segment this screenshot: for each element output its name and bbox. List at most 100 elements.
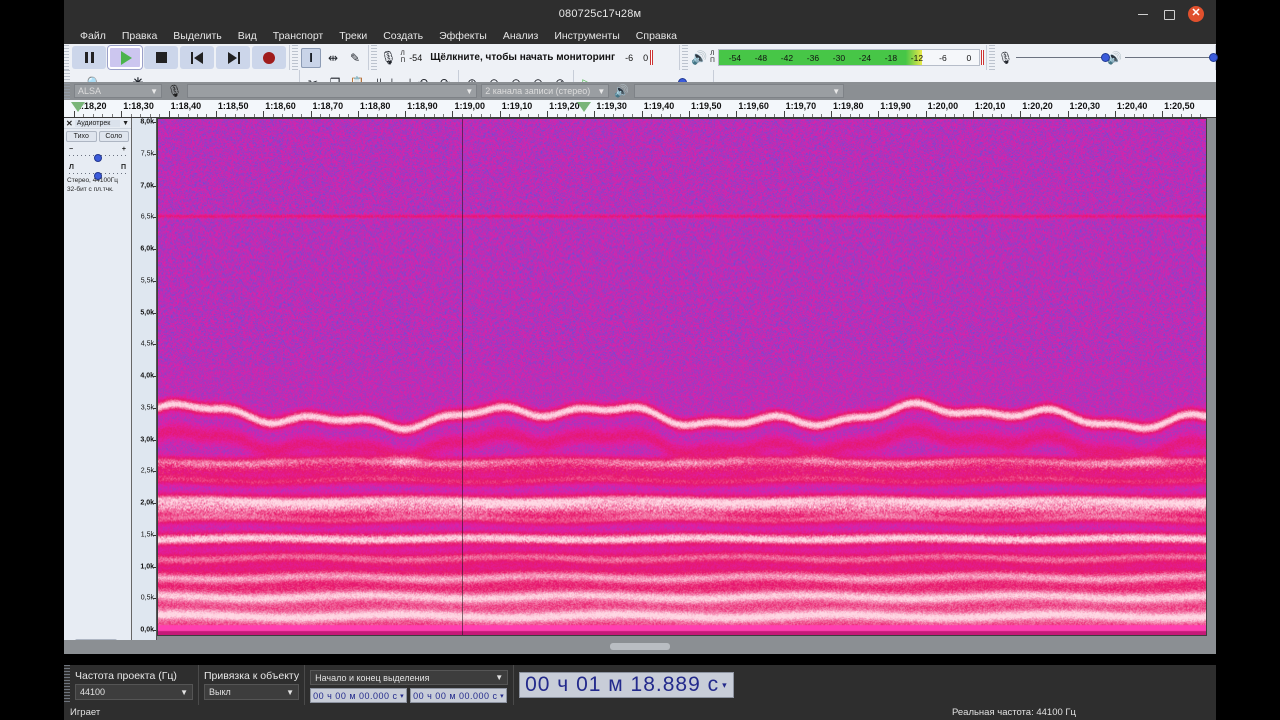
play-cursor — [461, 119, 463, 635]
ruler-minor-tick — [897, 114, 899, 117]
playback-meter-grip[interactable] — [681, 45, 688, 70]
menu-item-4[interactable]: Транспорт — [272, 29, 324, 42]
chevron-down-icon: ▼ — [180, 687, 188, 697]
stop-button[interactable] — [144, 46, 178, 69]
menu-item-1[interactable]: Правка — [121, 29, 158, 42]
ruler-label-4: 1:18,60 — [265, 101, 296, 111]
microphone-icon: 🎙 — [167, 84, 183, 98]
draw-tool[interactable]: ✎ — [345, 48, 365, 68]
freq-tick-9 — [153, 407, 156, 409]
horizontal-scrollbar[interactable] — [64, 640, 1216, 654]
tools-toolbar-grip[interactable] — [292, 45, 298, 70]
ruler-minor-tick — [272, 114, 274, 117]
freq-tick-12 — [153, 503, 156, 504]
ruler-minor-tick — [518, 114, 520, 117]
pinned-cursor-icon[interactable] — [576, 102, 591, 112]
selection-mode-select[interactable]: Начало и конец выделения ▼ — [310, 670, 509, 685]
freq-label-1: 7,5k — [140, 150, 154, 158]
recording-channels-select[interactable]: 2 канала записи (стерео) ▼ — [481, 84, 610, 98]
menu-item-8[interactable]: Анализ — [502, 29, 539, 42]
ruler-label-8: 1:19,00 — [454, 101, 485, 111]
freq-tick-1 — [153, 153, 156, 155]
ruler-minor-tick — [386, 114, 388, 117]
ruler-label-17: 1:19,90 — [880, 101, 911, 111]
transport-toolbar-grip[interactable] — [64, 45, 69, 70]
menu-item-10[interactable]: Справка — [635, 29, 677, 42]
maximize-button[interactable] — [1162, 7, 1176, 21]
recording-device-select[interactable]: ▼ — [187, 84, 478, 98]
ruler-minor-tick — [812, 114, 814, 117]
ruler-minor-tick — [1124, 114, 1126, 117]
horizontal-scrollbar-thumb[interactable] — [610, 643, 670, 650]
ruler-label-13: 1:19,50 — [691, 101, 722, 111]
track-name[interactable]: Аудиотрек — [74, 119, 121, 127]
selection-end-field[interactable]: 00 ч 00 м 00.000 с ▾ — [410, 688, 508, 703]
ruler-minor-tick — [282, 114, 284, 117]
freq-tick-6 — [153, 312, 156, 314]
selection-end-value: 00 ч 00 м 00.000 с — [413, 690, 498, 701]
selection-start-field[interactable]: 00 ч 00 м 00.000 с ▾ — [310, 688, 408, 703]
playback-meter-bar[interactable]: -54 -48 -42 -36 -30 -24 -18 -12 -6 0 — [717, 49, 980, 66]
selection-toolbar-grip[interactable] — [64, 665, 70, 703]
ruler-minor-tick — [717, 114, 719, 117]
snap-to-select[interactable]: Выкл ▼ — [204, 684, 299, 700]
audio-host-select[interactable]: ALSA ▼ — [74, 84, 162, 98]
play-button[interactable] — [108, 46, 142, 69]
minimize-button[interactable] — [1136, 7, 1150, 21]
ruler-minor-tick — [433, 114, 435, 117]
menu-item-7[interactable]: Эффекты — [439, 29, 487, 42]
ruler-minor-tick — [348, 114, 350, 117]
ruler-minor-tick — [1048, 114, 1050, 117]
menu-item-9[interactable]: Инструменты — [554, 29, 620, 42]
spectrogram-view[interactable] — [157, 118, 1207, 636]
freq-label-13: 1,5k — [140, 531, 154, 539]
envelope-tool[interactable]: ⇹ — [323, 48, 343, 68]
track-close-button[interactable]: ✕ — [66, 118, 73, 128]
track-mute-button[interactable]: Тихо — [66, 131, 97, 142]
vertical-scrollbar[interactable] — [1207, 118, 1216, 637]
ruler-major-tick-10 — [547, 111, 549, 117]
audio-position-field[interactable]: 00 ч 01 м 18.889 с ▾ — [519, 672, 734, 698]
recording-meter-grip[interactable] — [371, 45, 377, 70]
device-toolbar-grip[interactable] — [64, 83, 70, 99]
pinned-play-start-icon[interactable] — [70, 102, 85, 112]
pause-button[interactable] — [72, 46, 106, 69]
menu-item-2[interactable]: Выделить — [173, 29, 222, 42]
menu-item-3[interactable]: Вид — [237, 29, 257, 42]
mixer-toolbar-grip[interactable] — [988, 45, 995, 70]
ruler-major-tick-21 — [1067, 111, 1069, 117]
track-solo-button[interactable]: Соло — [98, 131, 129, 142]
freq-label-12: 2,0k — [140, 499, 154, 507]
menu-item-5[interactable]: Треки — [339, 29, 368, 42]
timeline-ruler[interactable]: 1:18,20 1:18,30 1:18,40 1:18,50 1:18,60 1:18,… — [64, 100, 1216, 118]
freq-tick-15 — [153, 598, 156, 600]
skip-start-button[interactable] — [180, 46, 214, 69]
menu-item-0[interactable]: Файл — [80, 29, 106, 42]
record-button[interactable] — [252, 46, 286, 69]
close-button[interactable]: ✕ — [1188, 5, 1204, 22]
frequency-ruler[interactable]: 8,0k 7,5k 7,0k 6,5k 6,0k 5,5k 5,0k 4,5k 4,0k 3,5k… — [132, 118, 157, 651]
recording-meter-toolbar[interactable]: 🎙 Л П -54 Щёлкните, чтобы начать монитор… — [369, 45, 680, 70]
playback-meter-toolbar[interactable]: 🔊 Л П -54 -48 -42 -36 -30 -24 -18 -12 -6 0 — [680, 45, 987, 70]
ruler-minor-tick — [1133, 114, 1135, 117]
menu-bar: Файл Правка Выделить Вид Транспорт Треки Созда… — [64, 27, 1216, 44]
output-volume-slider[interactable] — [1125, 49, 1219, 66]
track-menu-caret-icon[interactable]: ▼ — [122, 119, 129, 127]
project-rate-select[interactable]: 44100 ▼ — [75, 684, 193, 700]
input-volume-slider[interactable] — [1016, 49, 1110, 66]
ruler-major-tick-7 — [405, 111, 407, 117]
track-gain-slider[interactable]: − + — [64, 144, 131, 162]
pan-left-label: Л — [69, 164, 74, 171]
skip-end-button[interactable] — [216, 46, 250, 69]
ruler-minor-tick — [244, 114, 246, 117]
selection-tool[interactable]: I — [301, 47, 321, 68]
project-rate-label: Частота проекта (Гц) — [75, 670, 177, 682]
menu-item-6[interactable]: Создать — [383, 29, 424, 42]
freq-label-11: 2,5k — [140, 467, 154, 475]
status-bar: Играет Реальная частота: 44100 Гц — [64, 705, 1216, 720]
playback-device-select[interactable]: ▼ — [634, 84, 845, 98]
title-bar: 080725c17ч28м ✕ — [64, 0, 1216, 27]
ruler-minor-tick — [1190, 114, 1192, 117]
